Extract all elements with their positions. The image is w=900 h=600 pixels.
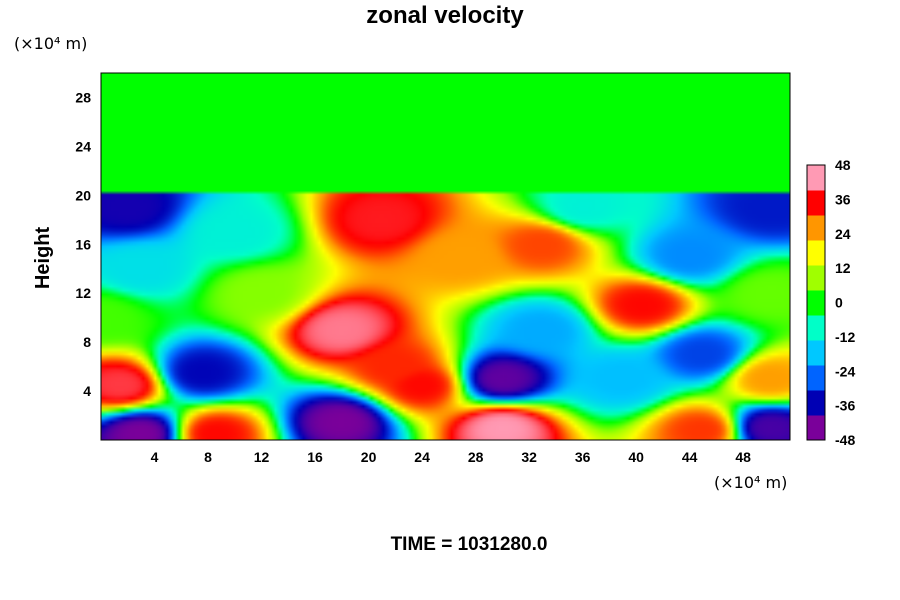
colorbar-bin bbox=[807, 390, 825, 416]
colorbar-ticks: 48 36 24 12 0 -12 -24 -36 -48 bbox=[835, 157, 855, 448]
y-unit-label: (×10⁴ m) bbox=[14, 34, 87, 53]
x-tick-label: 48 bbox=[735, 449, 751, 465]
y-tick-label: 12 bbox=[75, 285, 91, 301]
colorbar-bin bbox=[807, 365, 825, 391]
colorbar-bins bbox=[807, 165, 825, 441]
x-tick-label: 8 bbox=[204, 449, 212, 465]
y-tick-label: 4 bbox=[83, 383, 91, 399]
y-tick-label: 24 bbox=[75, 138, 91, 154]
colorbar-tick-label: -12 bbox=[835, 329, 855, 345]
colorbar-tick-label: 24 bbox=[835, 226, 851, 242]
y-tick-label: 8 bbox=[83, 334, 91, 350]
x-tick-label: 36 bbox=[575, 449, 591, 465]
x-tick-label: 12 bbox=[254, 449, 270, 465]
x-tick-label: 4 bbox=[151, 449, 159, 465]
colorbar-tick-label: -36 bbox=[835, 398, 855, 414]
x-tick-label: 16 bbox=[307, 449, 323, 465]
y-tick-label: 28 bbox=[75, 89, 91, 105]
colorbar-tick-label: 48 bbox=[835, 157, 851, 173]
x-tick-label: 20 bbox=[361, 449, 377, 465]
colorbar-tick-label: 36 bbox=[835, 191, 851, 207]
colorbar-bin bbox=[807, 265, 825, 291]
colorbar-bin bbox=[807, 215, 825, 241]
x-tick-label: 28 bbox=[468, 449, 484, 465]
chart-title: zonal velocity bbox=[366, 2, 524, 29]
velocity-field bbox=[101, 73, 790, 440]
colorbar-bin bbox=[807, 340, 825, 366]
colorbar-bin bbox=[807, 165, 825, 191]
colorbar-frame bbox=[806, 164, 826, 441]
colorbar-bin bbox=[807, 415, 825, 441]
colorbar-tick-label: -24 bbox=[835, 363, 855, 379]
colorbar-bin bbox=[807, 290, 825, 316]
x-tick-label: 24 bbox=[414, 449, 430, 465]
y-axis-ticks: 4 8 12 16 20 24 28 bbox=[75, 89, 91, 399]
y-axis-label: Height bbox=[32, 227, 54, 290]
x-tick-label: 40 bbox=[628, 449, 644, 465]
colorbar-tick-label: 0 bbox=[835, 295, 843, 311]
y-tick-label: 16 bbox=[75, 236, 91, 252]
colorbar: 48 36 24 12 0 -12 -24 -36 -48 bbox=[806, 157, 855, 448]
colorbar-tick-label: 12 bbox=[835, 260, 851, 276]
x-axis-ticks: 4 8 12 16 20 24 28 32 36 40 44 48 bbox=[151, 449, 752, 465]
colorbar-bin bbox=[807, 315, 825, 341]
x-tick-label: 32 bbox=[521, 449, 537, 465]
plot-area bbox=[100, 72, 791, 441]
colorbar-bin bbox=[807, 190, 825, 216]
plot-frame bbox=[100, 72, 791, 441]
time-label: TIME = 1031280.0 bbox=[391, 534, 548, 555]
x-unit-label: (×10⁴ m) bbox=[714, 473, 787, 492]
y-tick-label: 20 bbox=[75, 187, 91, 203]
x-tick-label: 44 bbox=[682, 449, 698, 465]
colorbar-bin bbox=[807, 240, 825, 266]
colorbar-tick-label: -48 bbox=[835, 432, 855, 448]
